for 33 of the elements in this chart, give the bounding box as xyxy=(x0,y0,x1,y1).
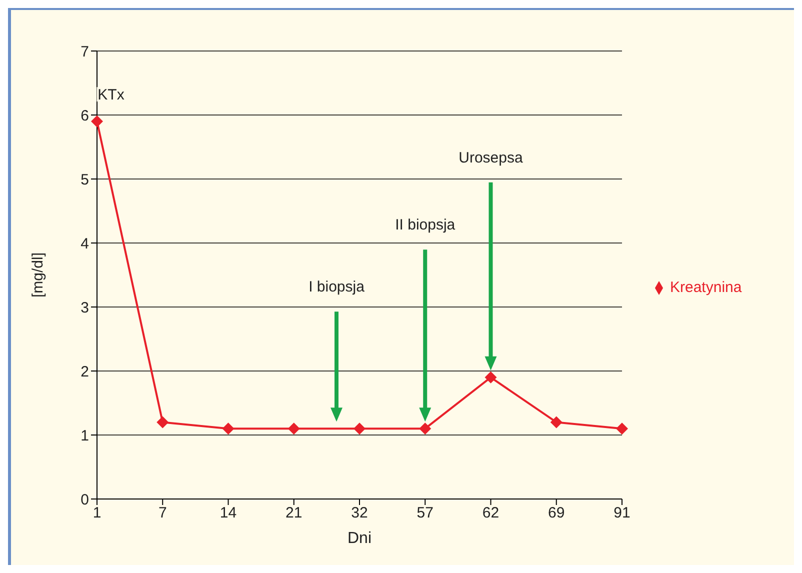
point xyxy=(419,422,432,435)
x-tick-label: 7 xyxy=(158,504,167,522)
point xyxy=(91,115,103,128)
legend-label: Kreatynina xyxy=(670,279,742,296)
point xyxy=(288,422,300,435)
y-axis-title: [mg/dl] xyxy=(29,252,46,298)
x-tick-label: 1 xyxy=(92,504,102,522)
y-tick-label: 6 xyxy=(80,107,89,124)
annotation: KTx xyxy=(98,86,125,104)
x-tick-label: 91 xyxy=(614,504,630,522)
y-tick-label: 4 xyxy=(80,235,89,252)
annotation: II biopsja xyxy=(395,216,456,234)
point xyxy=(550,416,562,428)
y-tick-label: 3 xyxy=(80,299,89,316)
y-tick-label: 1 xyxy=(80,427,89,444)
y-tick-label: 2 xyxy=(80,363,89,380)
x-tick-label: 57 xyxy=(416,504,434,522)
point xyxy=(616,422,628,435)
x-axis-title: Dni xyxy=(347,530,372,547)
point xyxy=(156,416,169,428)
point xyxy=(222,422,234,435)
y-tick-label: 7 xyxy=(80,43,89,60)
x-tick-label: 62 xyxy=(482,504,500,522)
x-tick-label: 69 xyxy=(548,504,565,522)
x-tick-label: 32 xyxy=(351,504,368,522)
y-tick-label: 0 xyxy=(80,491,89,508)
point xyxy=(484,371,497,384)
annotation: I biopsja xyxy=(308,278,366,296)
x-tick-label: 14 xyxy=(220,504,237,522)
point xyxy=(354,422,366,435)
x-tick-label: 21 xyxy=(286,504,302,522)
annotation: Urosepsa xyxy=(458,149,524,166)
y-tick-label: 5 xyxy=(80,171,89,188)
